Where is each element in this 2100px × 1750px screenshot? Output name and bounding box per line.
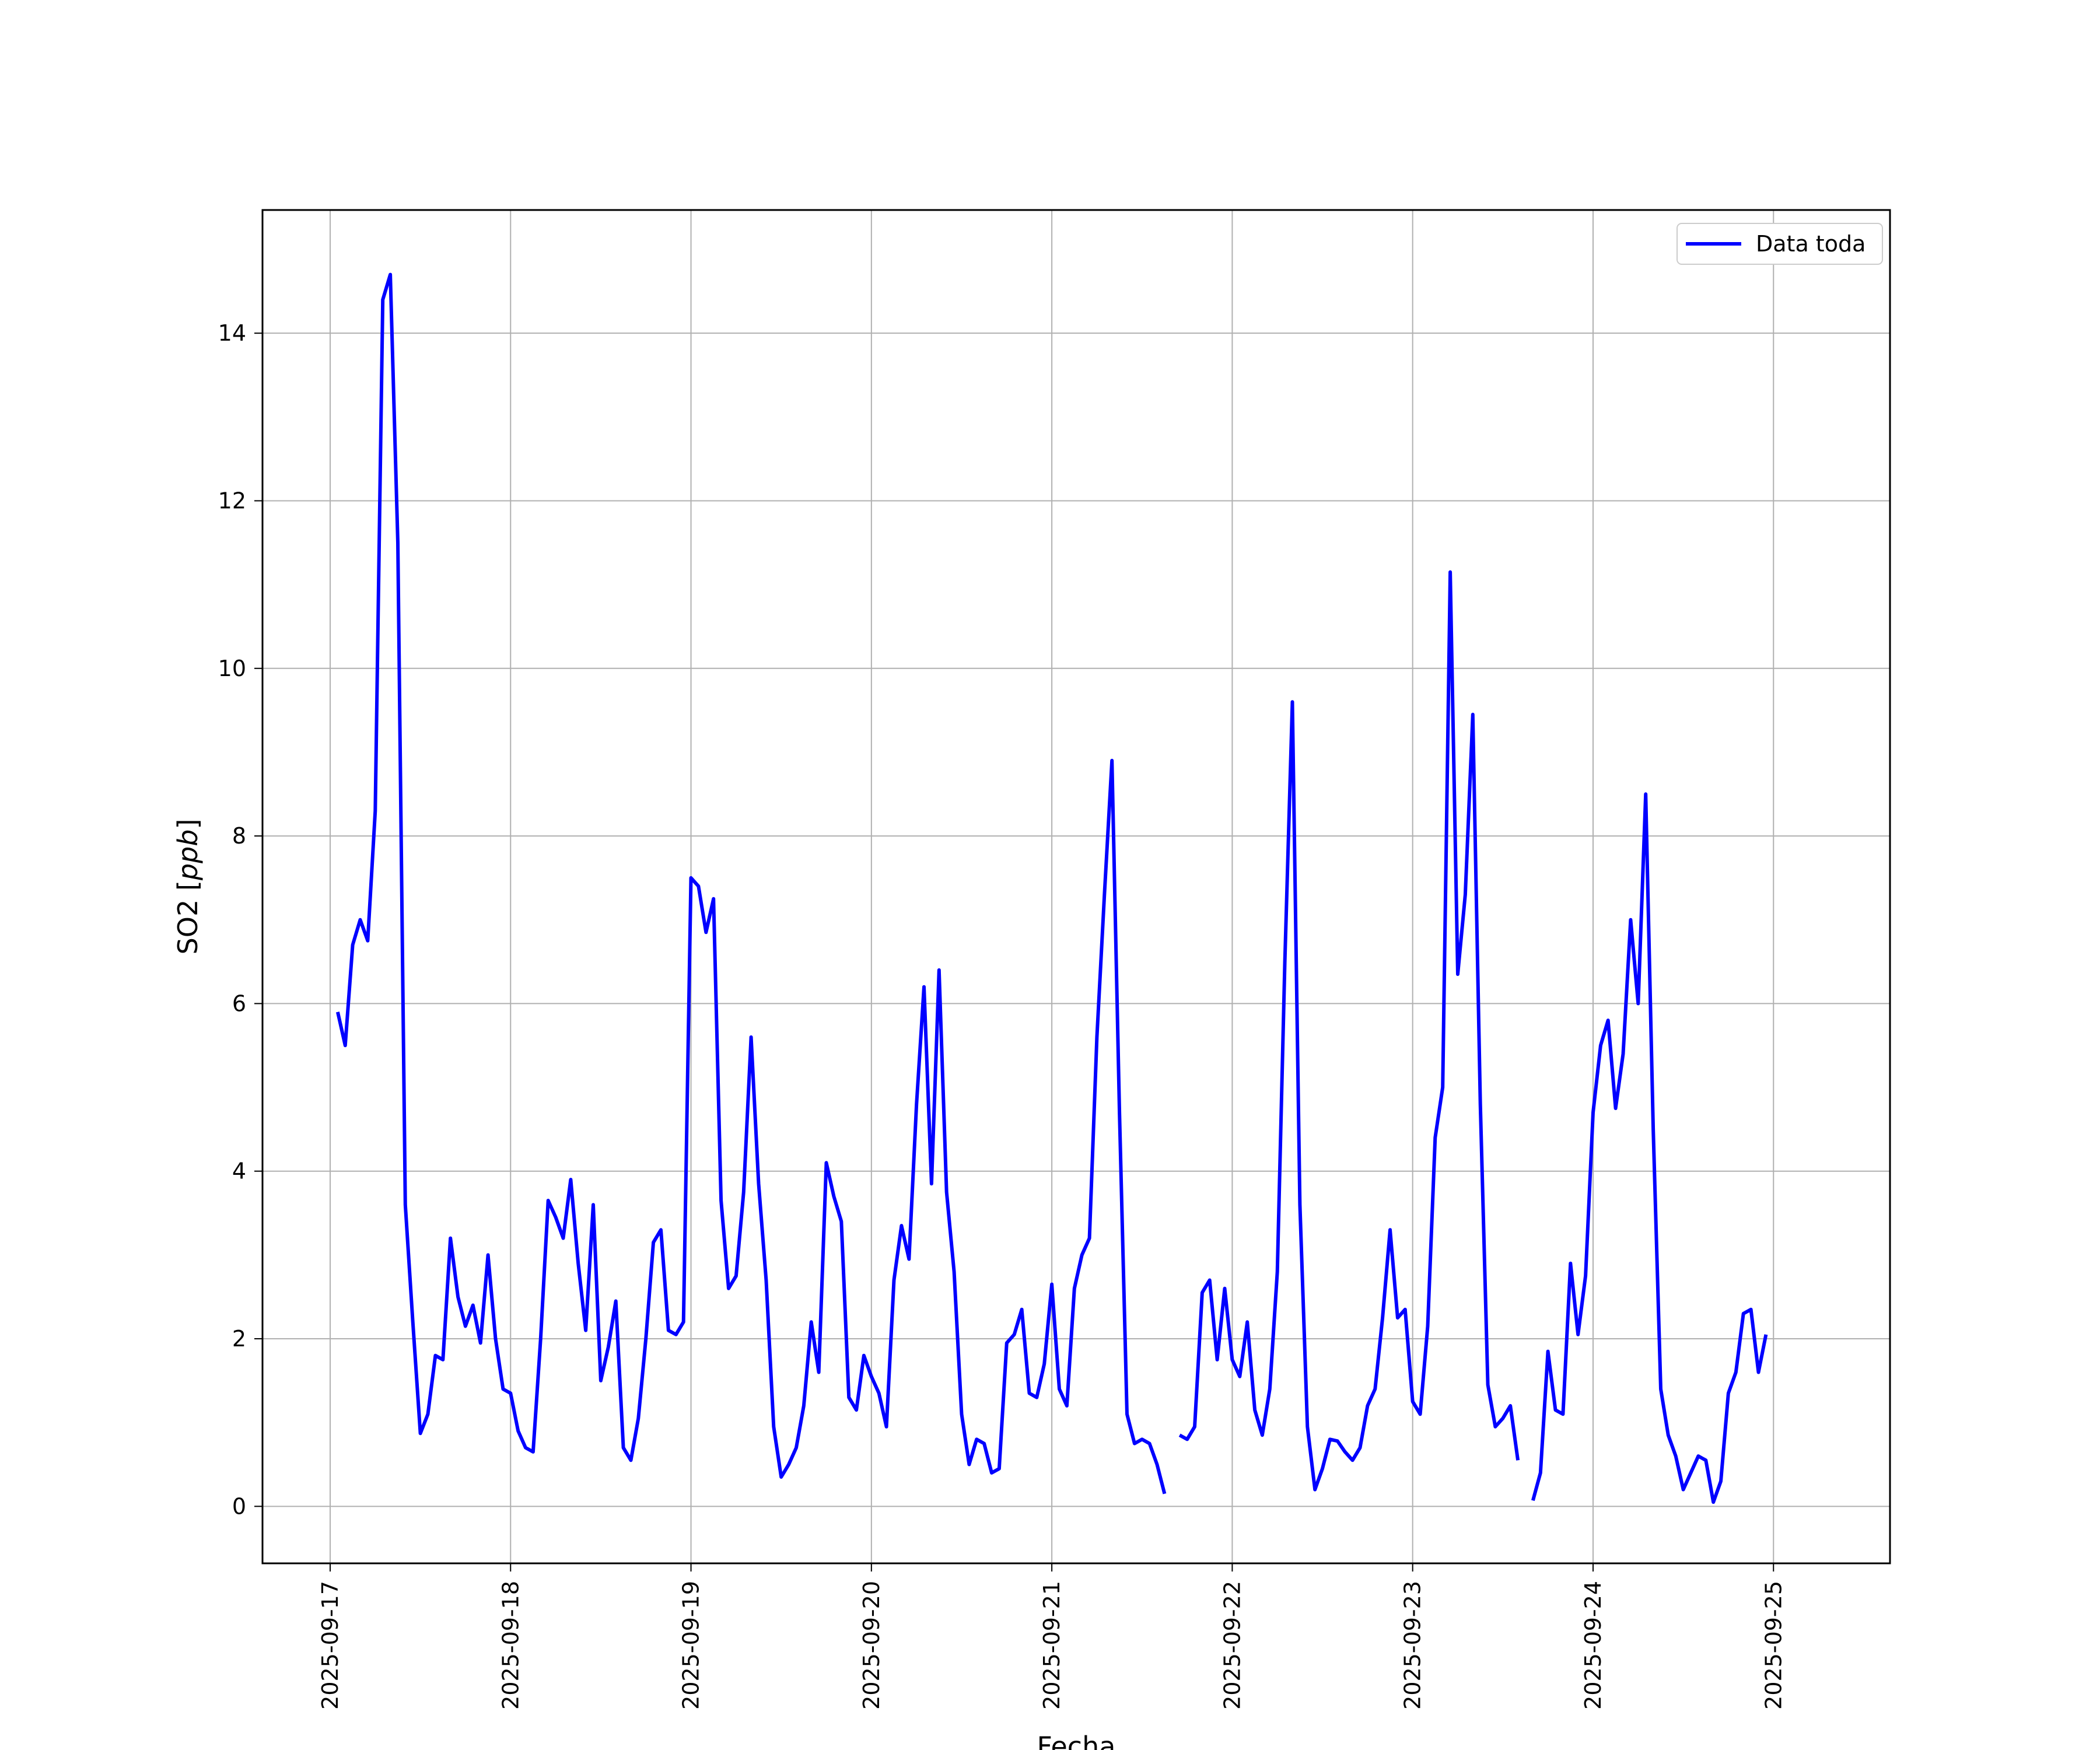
y-tick-label: 0 xyxy=(232,1493,246,1519)
grid-lines xyxy=(262,210,1890,1563)
y-axis-title-unit: ppb xyxy=(172,830,204,881)
x-tick-label: 2025-09-25 xyxy=(1760,1581,1786,1710)
x-tick-label: 2025-09-17 xyxy=(317,1581,343,1710)
legend: Data toda xyxy=(1676,223,1883,265)
x-tick-label: 2025-09-22 xyxy=(1219,1581,1245,1710)
legend-box xyxy=(1676,223,1883,265)
series-line-data-toda xyxy=(335,272,1768,1504)
y-tick-label: 10 xyxy=(218,656,246,681)
y-tick-label: 6 xyxy=(232,991,246,1016)
y-tick-label: 8 xyxy=(232,823,246,849)
ticks: 2025-09-17 2025-09-18 2025-09-19 2025-09-20… xyxy=(218,320,1787,1710)
y-tick-label: 2 xyxy=(232,1326,246,1352)
x-tick-label: 2025-09-19 xyxy=(678,1581,704,1710)
y-axis-title: SO2 [ppb] xyxy=(172,819,204,955)
x-tick-label: 2025-09-18 xyxy=(498,1581,523,1710)
x-axis-title: Fecha xyxy=(1037,1731,1116,1750)
x-tick-label: 2025-09-20 xyxy=(859,1581,884,1710)
x-tick-label: 2025-09-24 xyxy=(1580,1581,1606,1710)
y-axis-title-main: SO2 xyxy=(172,900,204,955)
y-tick-label: 12 xyxy=(218,488,246,513)
plot-frame xyxy=(261,209,1891,1564)
x-tick-label: 2025-09-23 xyxy=(1400,1581,1426,1710)
series-layer xyxy=(335,272,1768,1504)
legend-label-data-toda: Data toda xyxy=(1756,231,1866,257)
x-tick-label: 2025-09-21 xyxy=(1039,1581,1065,1710)
y-tick-label: 4 xyxy=(232,1158,246,1184)
y-tick-label: 14 xyxy=(218,320,246,346)
